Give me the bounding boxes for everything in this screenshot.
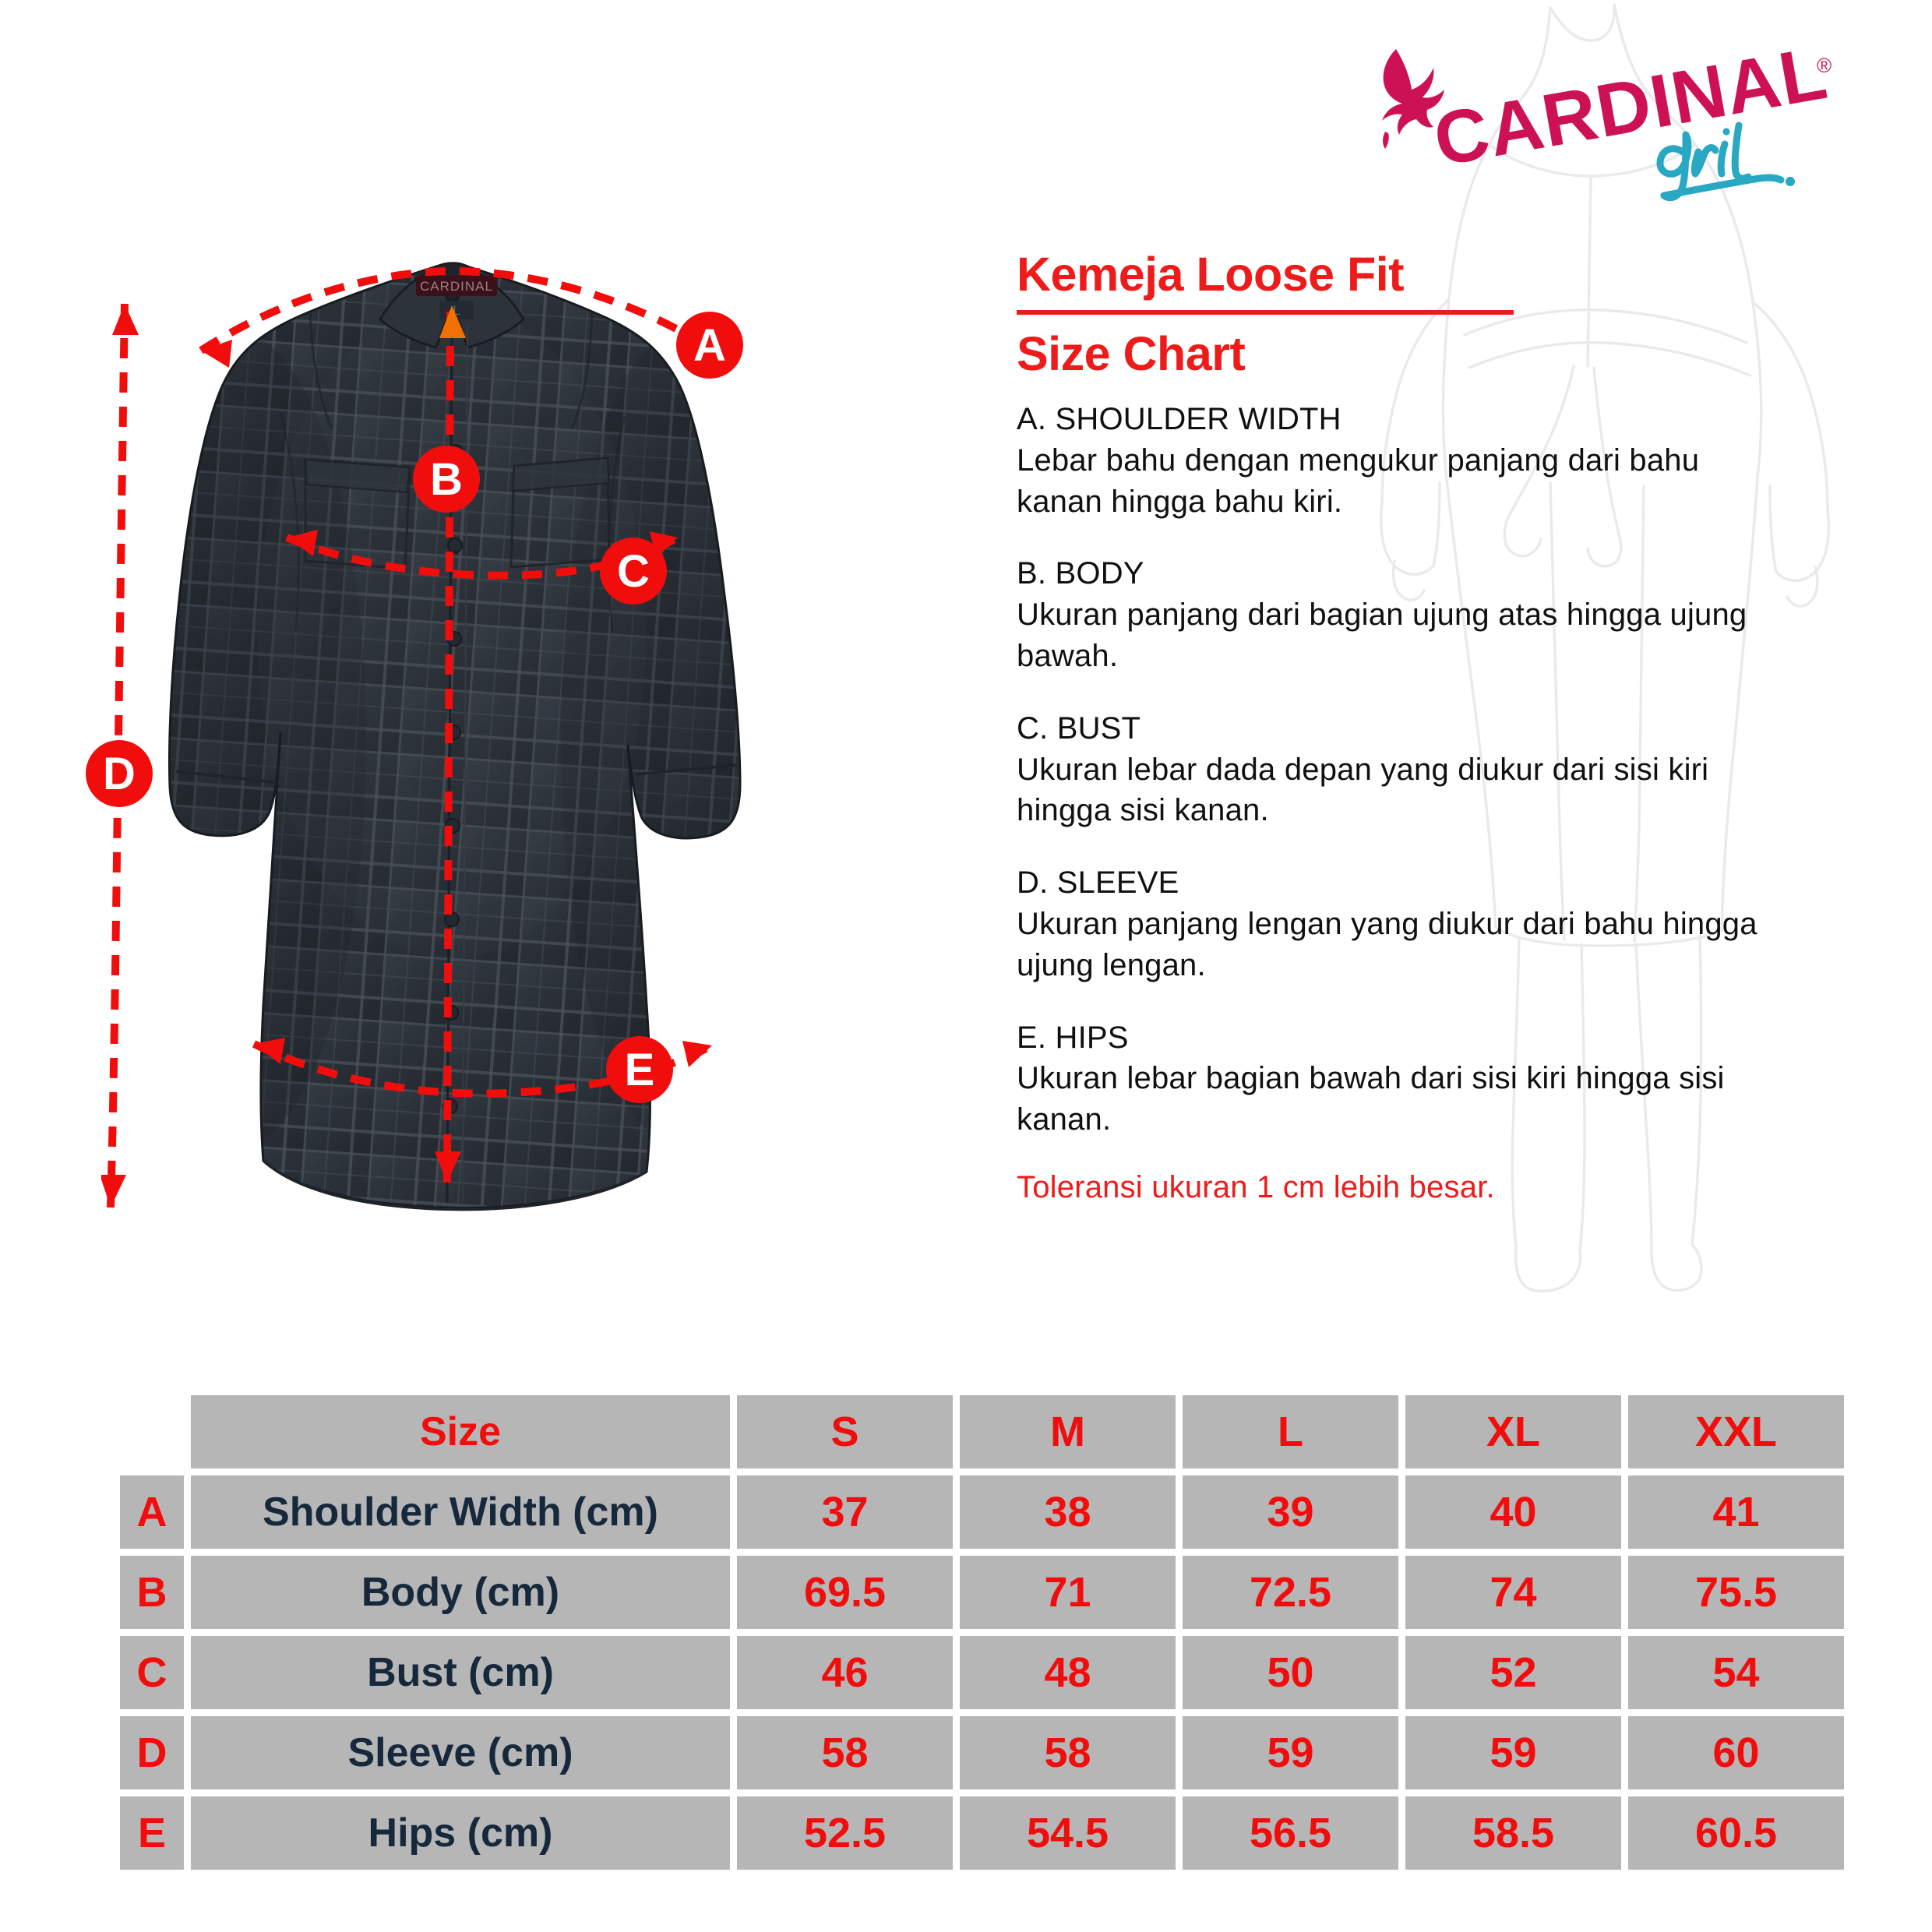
cell-a-xl: 40 <box>1405 1475 1621 1549</box>
measurement-heading: A. SHOULDER WIDTH <box>1017 402 1341 437</box>
row-index-e: E <box>120 1796 184 1870</box>
cell-e-l: 56.5 <box>1183 1796 1398 1870</box>
cell-a-xxl: 41 <box>1628 1475 1844 1549</box>
table-row: C Bust (cm) 46 48 50 52 54 <box>120 1636 1844 1709</box>
table-header-row: Size S M L XL XXL <box>120 1395 1844 1468</box>
row-label-a: Shoulder Width (cm) <box>191 1475 730 1549</box>
arrow-sleeve <box>107 303 129 1208</box>
row-index-b: B <box>120 1556 184 1629</box>
measurement-block-b: B. BODY Ukuran panjang dari bagian ujung… <box>1017 553 1788 676</box>
page-title: Kemeja Loose Fit <box>1017 248 1405 301</box>
row-index-a: A <box>120 1475 184 1549</box>
index-corner-cell <box>120 1395 184 1468</box>
column-header-m: M <box>960 1395 1176 1468</box>
measurement-body: Ukuran lebar dada depan yang diukur dari… <box>1017 752 1709 828</box>
info-column: Kemeja Loose Fit Size Chart A. SHOULDER … <box>1017 249 1788 1208</box>
size-chart-table: Size S M L XL XXL A Shoulder Width (cm) … <box>113 1388 1851 1877</box>
svg-text:CARDINAL: CARDINAL <box>1428 35 1833 182</box>
row-label-e: Hips (cm) <box>191 1796 730 1870</box>
shirt-illustration: CARDINAL L <box>100 262 742 1211</box>
column-header-xl: XL <box>1405 1395 1621 1468</box>
measurement-block-d: D. SLEEVE Ukuran panjang lengan yang diu… <box>1017 862 1788 985</box>
neck-brand-label <box>416 276 497 296</box>
cell-d-s: 58 <box>737 1716 953 1789</box>
measurement-block-a: A. SHOULDER WIDTH Lebar bahu dengan meng… <box>1017 399 1788 522</box>
row-label-d: Sleeve (cm) <box>191 1716 730 1789</box>
measurement-heading: D. SLEEVE <box>1017 866 1179 901</box>
marker-a: A <box>676 312 743 379</box>
marker-c-label: C <box>617 545 650 597</box>
marker-d: D <box>86 740 153 807</box>
measurement-heading: E. HIPS <box>1017 1020 1129 1055</box>
shirt-diagram: CARDINAL L <box>86 195 997 1301</box>
cell-c-l: 50 <box>1183 1636 1398 1709</box>
cell-b-xl: 74 <box>1405 1556 1621 1629</box>
cell-d-l: 59 <box>1183 1716 1398 1789</box>
measurement-heading: B. BODY <box>1017 556 1144 591</box>
measurement-body: Ukuran panjang lengan yang diukur dari b… <box>1017 907 1757 982</box>
table-row: A Shoulder Width (cm) 37 38 39 40 41 <box>120 1475 1844 1549</box>
column-header-xxl: XXL <box>1628 1395 1844 1468</box>
row-index-d: D <box>120 1716 184 1789</box>
column-header-size: Size <box>191 1395 730 1468</box>
row-index-c: C <box>120 1636 184 1709</box>
cell-e-m: 54.5 <box>960 1796 1176 1870</box>
registered-trademark-icon: ® <box>1817 54 1832 77</box>
cell-b-m: 71 <box>960 1556 1176 1629</box>
svg-text:L: L <box>453 303 460 318</box>
tolerance-note: Toleransi ukuran 1 cm lebih besar. <box>1017 1170 1495 1205</box>
table-row: B Body (cm) 69.5 71 72.5 74 75.5 <box>120 1556 1844 1629</box>
cell-c-xl: 52 <box>1405 1636 1621 1709</box>
cell-c-xxl: 54 <box>1628 1636 1844 1709</box>
bird-icon <box>1382 49 1444 149</box>
marker-b: B <box>413 446 480 513</box>
cell-b-s: 69.5 <box>737 1556 953 1629</box>
cell-c-s: 46 <box>737 1636 953 1709</box>
measurement-body: Ukuran panjang dari bagian ujung atas hi… <box>1017 598 1747 674</box>
cell-b-xxl: 75.5 <box>1628 1556 1844 1629</box>
title-divider <box>1017 310 1514 316</box>
cell-e-xxl: 60.5 <box>1628 1796 1844 1870</box>
page-subtitle: Size Chart <box>1017 327 1246 381</box>
cell-c-m: 48 <box>960 1636 1176 1709</box>
row-label-c: Bust (cm) <box>191 1636 730 1709</box>
marker-e: E <box>606 1036 673 1103</box>
cell-a-s: 37 <box>737 1475 953 1549</box>
measurement-heading: C. BUST <box>1017 710 1141 746</box>
marker-e-label: E <box>624 1044 655 1095</box>
column-header-s: S <box>737 1395 953 1468</box>
cell-d-xxl: 60 <box>1628 1716 1844 1789</box>
table-row: E Hips (cm) 52.5 54.5 56.5 58.5 60.5 <box>120 1796 1844 1870</box>
marker-a-label: A <box>693 319 726 371</box>
measurement-body: Ukuran lebar bagian bawah dari sisi kiri… <box>1017 1061 1725 1137</box>
cell-b-l: 72.5 <box>1183 1556 1398 1629</box>
marker-c: C <box>600 538 667 605</box>
arrow-shoulder-width <box>199 266 724 359</box>
girl-script <box>1656 122 1795 202</box>
measurement-body: Lebar bahu dengan mengukur panjang dari … <box>1017 442 1700 519</box>
cell-e-xl: 58.5 <box>1405 1796 1621 1870</box>
column-header-l: L <box>1183 1395 1398 1468</box>
svg-text:CARDINAL: CARDINAL <box>420 279 493 294</box>
cardinal-girl-logo: CARDINAL ® <box>1382 35 1833 202</box>
cell-d-xl: 59 <box>1405 1716 1621 1789</box>
marker-d-label: D <box>103 748 136 799</box>
row-label-b: Body (cm) <box>191 1556 730 1629</box>
cell-e-s: 52.5 <box>737 1796 953 1870</box>
table-row: D Sleeve (cm) 58 58 59 59 60 <box>120 1716 1844 1789</box>
measurement-block-c: C. BUST Ukuran lebar dada depan yang diu… <box>1017 708 1788 831</box>
cell-a-l: 39 <box>1183 1475 1398 1549</box>
cell-a-m: 38 <box>960 1475 1176 1549</box>
measurement-block-e: E. HIPS Ukuran lebar bagian bawah dari s… <box>1017 1017 1788 1141</box>
marker-b-label: B <box>430 453 463 505</box>
cell-d-m: 58 <box>960 1716 1176 1789</box>
